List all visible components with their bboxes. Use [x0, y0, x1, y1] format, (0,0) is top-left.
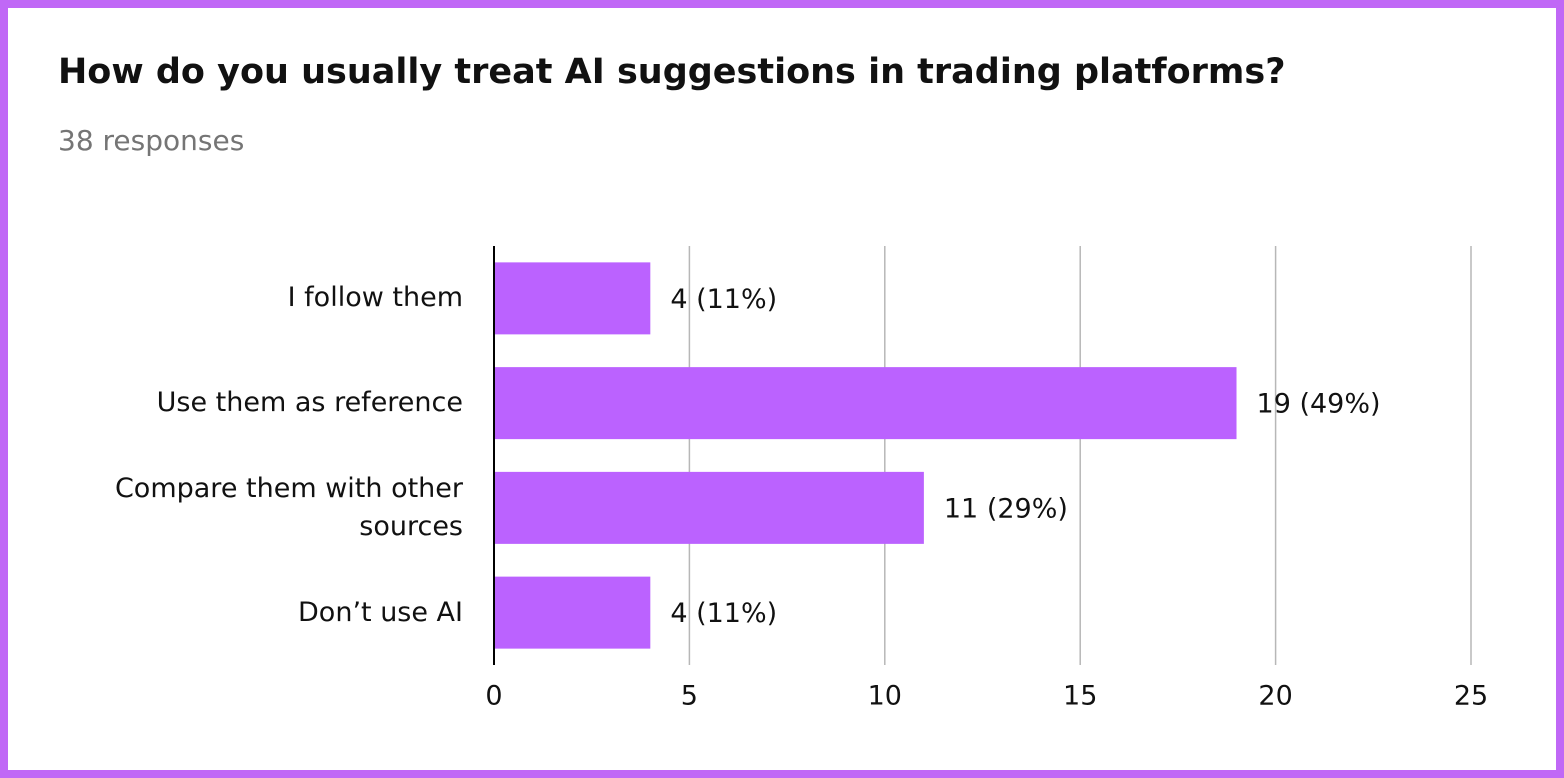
- value-label: 4 (11%): [670, 284, 777, 315]
- y-tick-label: Don’t use AI: [298, 596, 463, 628]
- x-tick-label: 5: [681, 681, 698, 712]
- bar: [494, 367, 1237, 440]
- value-label: 4 (11%): [670, 598, 777, 629]
- y-tick-label: I follow them: [287, 282, 463, 314]
- x-tick-label: 15: [1063, 681, 1097, 712]
- bar: [494, 471, 924, 544]
- bar: [494, 576, 651, 649]
- x-tick-label: 10: [868, 681, 902, 712]
- x-tick-label: 0: [485, 681, 502, 712]
- chart-title: How do you usually treat AI suggestions …: [58, 52, 1286, 92]
- chart-subtitle: 38 responses: [58, 124, 245, 157]
- value-label: 19 (49%): [1257, 389, 1381, 420]
- y-tick-label: Compare them with other sources: [114, 472, 463, 542]
- x-tick-label: 25: [1454, 681, 1488, 712]
- bar: [494, 262, 651, 335]
- y-tick-label: Use them as reference: [156, 387, 463, 419]
- x-tick-label: 20: [1258, 681, 1292, 712]
- value-label: 11 (29%): [944, 493, 1068, 524]
- chart: 0 5 10 15 20 25 4 (11%) 19 (49%) 11 (29%) 4 (11%): [485, 246, 1488, 712]
